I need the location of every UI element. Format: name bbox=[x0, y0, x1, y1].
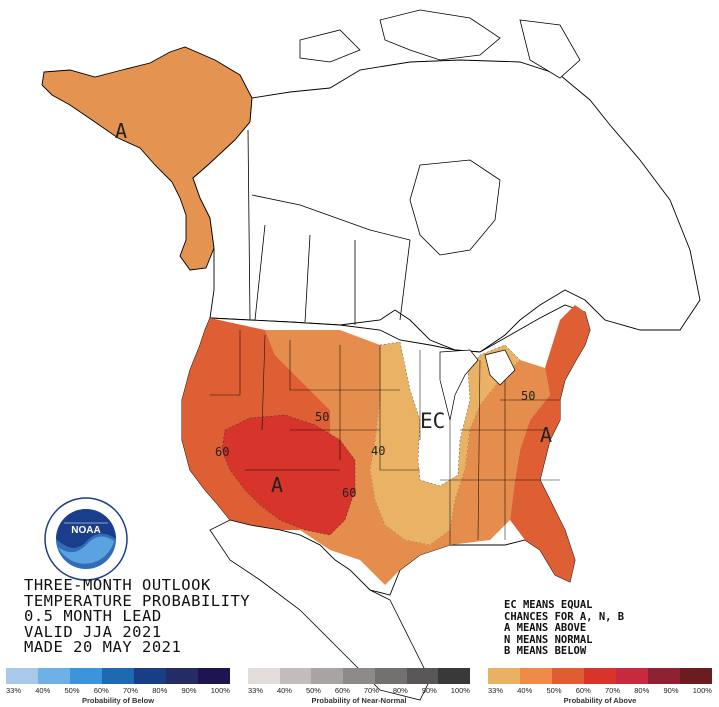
scale-swatch bbox=[680, 668, 712, 684]
legend-line: EC MEANS EQUAL bbox=[504, 599, 593, 611]
hudson-bay bbox=[409, 159, 501, 256]
mexico-land bbox=[209, 519, 431, 701]
outlook-title: THREE-MONTH OUTLOOK TEMPERATURE PROBABIL… bbox=[24, 576, 251, 656]
scale-swatch bbox=[38, 668, 70, 684]
scale-tick-label: 100% bbox=[692, 686, 712, 695]
title-line: VALID JJA 2021 bbox=[24, 622, 162, 641]
legend-line: A MEANS ABOVE bbox=[504, 622, 587, 634]
scale-caption: Probability of Above bbox=[563, 696, 637, 705]
label-a-southwest: A bbox=[271, 473, 283, 497]
scale-ticks: 33% 40% 50% 60% 70% 80% 90% 100% bbox=[248, 686, 470, 695]
label-40: 40 bbox=[371, 444, 385, 458]
province-lines bbox=[247, 129, 411, 325]
scale-tick-label: 90% bbox=[181, 686, 197, 695]
legend-line: N MEANS NORMAL bbox=[504, 633, 593, 646]
scale-ticks: 33% 40% 50% 60% 70% 80% 90% 100% bbox=[6, 686, 230, 695]
scale-caption: Probability of Below bbox=[81, 696, 155, 705]
great-lakes bbox=[439, 349, 516, 421]
scale-tick-label: 33% bbox=[6, 686, 22, 695]
label-50-west: 50 bbox=[315, 410, 329, 424]
scale-normal: 33% 40% 50% 60% 70% 80% 90% 100% Probability of… bbox=[248, 668, 471, 706]
noaa-logo-icon: NOAA bbox=[44, 497, 128, 581]
scale-swatch bbox=[552, 668, 584, 684]
title-line: THREE-MONTH OUTLOOK bbox=[24, 576, 211, 594]
ec-legend: EC MEANS EQUAL CHANCES FOR A, N, B A MEA… bbox=[504, 599, 625, 658]
scale-tick-label: 90% bbox=[421, 686, 437, 695]
scale-tick-label: 70% bbox=[605, 686, 621, 695]
label-ec: EC bbox=[420, 409, 445, 433]
scale-caption: Probability of Near-Normal bbox=[311, 696, 407, 705]
scale-tick-label: 60% bbox=[93, 686, 109, 695]
scale-tick-label: 40% bbox=[35, 686, 51, 695]
scale-tick-label: 70% bbox=[363, 686, 379, 695]
label-60-south: 60 bbox=[342, 486, 356, 500]
title-line: TEMPERATURE PROBABILITY bbox=[24, 591, 251, 610]
scale-swatch bbox=[279, 668, 312, 684]
legend-line: CHANCES FOR A, N, B bbox=[504, 610, 625, 623]
scale-tick-label: 90% bbox=[663, 686, 679, 695]
scale-swatch bbox=[70, 668, 102, 684]
scale-swatch bbox=[311, 668, 344, 684]
scale-swatch bbox=[616, 668, 648, 684]
scale-tick-label: 80% bbox=[392, 686, 408, 695]
scale-swatch bbox=[166, 668, 198, 684]
scale-swatch bbox=[374, 668, 407, 684]
scale-swatch bbox=[134, 668, 166, 684]
scale-tick-label: 100% bbox=[210, 686, 230, 695]
scale-tick-label: 50% bbox=[305, 686, 321, 695]
noaa-logo-text: NOAA bbox=[71, 525, 100, 536]
scale-above: 33% 40% 50% 60% 70% 80% 90% 100% Probability of… bbox=[488, 668, 712, 706]
scale-bar bbox=[248, 668, 471, 684]
scale-swatch bbox=[520, 668, 552, 684]
above-33-region bbox=[369, 341, 521, 546]
scale-tick-label: 80% bbox=[152, 686, 168, 695]
scale-below: 33% 40% 50% 60% 70% 80% 90% 100% Probability of… bbox=[6, 668, 230, 706]
scale-tick-label: 40% bbox=[276, 686, 292, 695]
scale-tick-label: 33% bbox=[488, 686, 504, 695]
scale-swatch bbox=[438, 668, 471, 684]
arctic-islands bbox=[299, 9, 581, 79]
scale-tick-label: 60% bbox=[334, 686, 350, 695]
scale-swatch bbox=[198, 668, 230, 684]
scale-swatch bbox=[584, 668, 616, 684]
scale-tick-label: 60% bbox=[575, 686, 591, 695]
title-line: MADE 20 MAY 2021 bbox=[24, 638, 182, 656]
scale-bar bbox=[6, 668, 230, 684]
label-a-alaska: A bbox=[115, 119, 127, 143]
scale-swatch bbox=[248, 668, 280, 684]
label-50-east: 50 bbox=[521, 389, 535, 403]
scale-tick-label: 50% bbox=[546, 686, 562, 695]
state-borders bbox=[210, 330, 560, 545]
scale-tick-label: 40% bbox=[517, 686, 533, 695]
scale-swatch bbox=[648, 668, 680, 684]
scale-tick-label: 50% bbox=[64, 686, 80, 695]
scale-swatch bbox=[488, 668, 520, 684]
legend-line: B MEANS BELOW bbox=[504, 645, 587, 657]
above-60-region bbox=[221, 414, 356, 536]
scale-swatch bbox=[102, 668, 134, 684]
scale-swatch bbox=[6, 668, 38, 684]
label-a-east: A bbox=[540, 423, 552, 447]
scale-swatch bbox=[343, 668, 375, 684]
scale-bar bbox=[488, 668, 712, 684]
title-line: 0.5 MONTH LEAD bbox=[24, 607, 162, 625]
label-60-west: 60 bbox=[215, 445, 229, 459]
scale-tick-label: 100% bbox=[450, 686, 470, 695]
scale-tick-label: 80% bbox=[634, 686, 650, 695]
scale-tick-label: 70% bbox=[123, 686, 139, 695]
scale-swatch bbox=[406, 668, 439, 684]
above-50-east-region bbox=[510, 305, 590, 582]
scale-tick-label: 33% bbox=[248, 686, 264, 695]
scale-ticks: 33% 40% 50% 60% 70% 80% 90% 100% bbox=[488, 686, 712, 695]
